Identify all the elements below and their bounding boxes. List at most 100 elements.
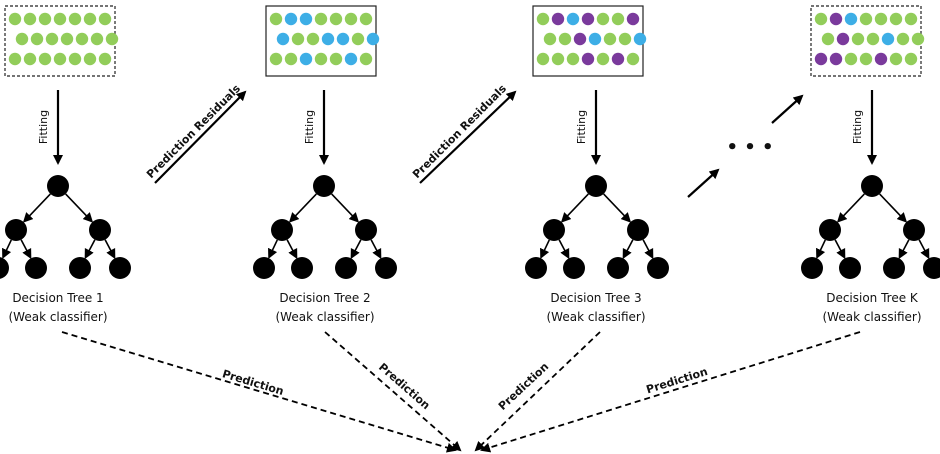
tree-2-title: Decision Tree 2 (279, 291, 370, 305)
tree-2-subtitle: (Weak classifier) (275, 310, 374, 324)
tree-root-node (861, 175, 883, 197)
data-point (284, 12, 298, 26)
data-point (581, 52, 595, 66)
decision-tree-2 (253, 175, 397, 279)
tree-edge (622, 239, 634, 260)
tree-edge (20, 239, 32, 260)
data-point (814, 12, 828, 26)
tree-root-node (47, 175, 69, 197)
tree-leaf-node (375, 257, 397, 279)
data-point (321, 32, 335, 46)
data-point (68, 12, 82, 26)
data-point (53, 52, 67, 66)
data-point (351, 32, 365, 46)
tree-internal-node (89, 219, 111, 241)
tree-3-title: Decision Tree 3 (550, 291, 641, 305)
ellipsis-dots: • • • (726, 137, 773, 158)
tree-leaf-node (253, 257, 275, 279)
data-point (626, 12, 640, 26)
tree-edge (2, 239, 13, 259)
residual-label-1: Prediction Residuals (144, 82, 243, 181)
decision-tree-3 (525, 175, 669, 279)
data-point (829, 12, 843, 26)
tree-edge (288, 193, 317, 223)
tree-leaf-node (291, 257, 313, 279)
data-point (618, 32, 632, 46)
data-point (68, 52, 82, 66)
data-point (38, 12, 52, 26)
data-point (851, 32, 865, 46)
data-point (889, 52, 903, 66)
fitting-arrows (53, 90, 877, 165)
tree-leaf-node (801, 257, 823, 279)
data-point (344, 12, 358, 26)
prediction-arrow-2 (324, 331, 462, 452)
data-point (23, 52, 37, 66)
data-point (588, 32, 602, 46)
tree-leaf-node (525, 257, 547, 279)
data-point (105, 32, 119, 46)
ellipsis-arrow-out (771, 94, 804, 124)
data-point (329, 12, 343, 26)
data-point (633, 32, 647, 46)
datasets-layer (4, 5, 925, 77)
data-point (626, 52, 640, 66)
data-point (603, 32, 617, 46)
data-point (566, 52, 580, 66)
tree-leaf-node (923, 257, 940, 279)
data-point (359, 52, 373, 66)
data-point (911, 32, 925, 46)
tree-internal-node (627, 219, 649, 241)
data-point (15, 32, 29, 46)
tree-root-node (585, 175, 607, 197)
residual-label-2: Prediction Residuals (410, 82, 509, 181)
tree-1-title: Decision Tree 1 (12, 291, 103, 305)
tree-edge (22, 193, 51, 223)
tree-internal-node (5, 219, 27, 241)
data-point (611, 52, 625, 66)
data-point (904, 52, 918, 66)
tree-edge (603, 193, 632, 223)
data-point (23, 12, 37, 26)
data-point (299, 12, 313, 26)
data-point (8, 12, 22, 26)
tree-leaf-node (607, 257, 629, 279)
tree-internal-node (271, 219, 293, 241)
tree-edge (370, 239, 382, 260)
data-point (844, 12, 858, 26)
data-point (306, 32, 320, 46)
data-point (536, 52, 550, 66)
data-point (75, 32, 89, 46)
data-point (836, 32, 850, 46)
prediction-label-k: Prediction (645, 365, 710, 396)
fitting-label-2: Fitting (303, 110, 316, 144)
data-point (83, 12, 97, 26)
tree-edge (836, 193, 865, 223)
tree-edge (560, 193, 589, 223)
tree-leaf-node (647, 257, 669, 279)
data-point (551, 52, 565, 66)
dataset-box-1 (4, 5, 119, 77)
data-point (60, 32, 74, 46)
tree-leaf-node (839, 257, 861, 279)
tree-edge (84, 239, 96, 260)
tree-leaf-node (335, 257, 357, 279)
tree-edge (918, 239, 930, 260)
data-point (904, 12, 918, 26)
residual-arrows (154, 90, 804, 198)
data-point (276, 32, 290, 46)
data-point (829, 52, 843, 66)
data-point (336, 32, 350, 46)
trees-layer (0, 175, 940, 279)
dataset-box-2 (265, 5, 380, 77)
data-point (299, 52, 313, 66)
tree-edge (898, 239, 910, 260)
tree-k-subtitle: (Weak classifier) (822, 310, 921, 324)
tree-edge (642, 239, 654, 260)
data-point (558, 32, 572, 46)
data-point (53, 12, 67, 26)
tree-leaf-node (25, 257, 47, 279)
tree-edge (331, 193, 360, 223)
data-point (291, 32, 305, 46)
data-point (596, 52, 610, 66)
